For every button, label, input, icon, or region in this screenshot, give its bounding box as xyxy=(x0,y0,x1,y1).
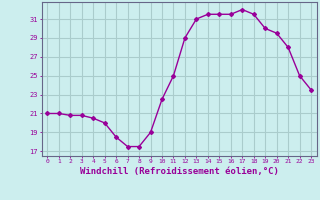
X-axis label: Windchill (Refroidissement éolien,°C): Windchill (Refroidissement éolien,°C) xyxy=(80,167,279,176)
